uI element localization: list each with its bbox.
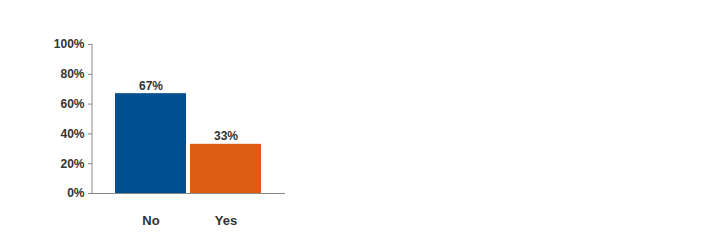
svg-text:Yes: Yes: [215, 213, 237, 228]
svg-text:67%: 67%: [139, 79, 163, 93]
svg-text:No: No: [142, 213, 159, 228]
svg-text:0%: 0%: [67, 186, 85, 200]
svg-text:40%: 40%: [60, 127, 84, 141]
svg-text:80%: 80%: [60, 67, 84, 81]
svg-text:60%: 60%: [60, 97, 84, 111]
svg-text:33%: 33%: [214, 129, 238, 143]
svg-text:100%: 100%: [54, 37, 85, 51]
svg-text:20%: 20%: [60, 157, 84, 171]
